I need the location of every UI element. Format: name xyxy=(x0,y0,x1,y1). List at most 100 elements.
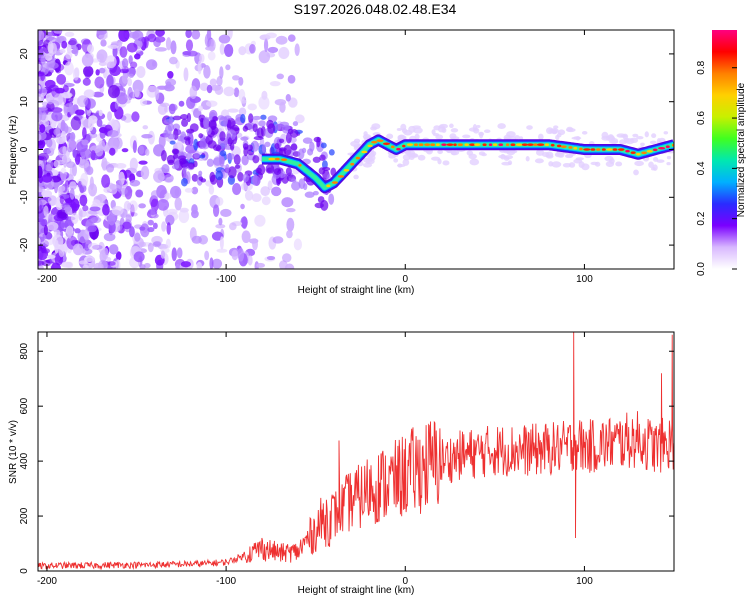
spectrogram-noise-blob xyxy=(212,144,222,152)
spectrogram-noise-blob xyxy=(160,250,166,259)
spectrogram-noise-blob xyxy=(186,112,192,123)
spectrogram-noise-blob xyxy=(82,127,87,139)
spectrogram-peak xyxy=(505,143,510,147)
spectrogram-noise-blob xyxy=(271,186,282,197)
spectrogram-noise-blob xyxy=(129,157,138,171)
spectrogram-peak xyxy=(556,144,562,148)
spectrogram-peak xyxy=(391,145,395,149)
spectrogram-peak xyxy=(630,151,636,154)
spectrogram-noise-blob xyxy=(219,43,225,55)
spectrogram-halo-blob xyxy=(363,131,368,137)
spectrogram-noise-blob xyxy=(69,187,75,200)
spectrogram-noise-blob xyxy=(232,182,242,196)
spectrogram-noise-blob xyxy=(61,40,68,49)
spectrogram-noise-blob xyxy=(62,204,71,210)
spectrogram-noise-blob xyxy=(206,158,214,167)
spectrogram-noise-blob xyxy=(218,116,228,127)
spectrogram-halo-blob xyxy=(437,149,443,155)
spectrogram-noise-blob xyxy=(218,34,231,44)
spectrogram-noise-blob xyxy=(82,77,91,86)
spectrogram-noise-blob xyxy=(106,74,114,88)
spectrogram-noise-blob xyxy=(69,166,74,177)
spectrogram-peak xyxy=(537,143,545,147)
spectrogram-noise-blob xyxy=(147,33,157,43)
spectrogram-noise-blob xyxy=(174,197,182,211)
spectrogram-noise-blob xyxy=(252,238,258,251)
spectrogram-peak xyxy=(453,143,457,147)
spectrogram-noise-blob xyxy=(46,138,53,148)
spectrogram-halo-blob xyxy=(450,128,459,133)
spectrogram-noise-blob xyxy=(78,159,90,169)
spectrogram-noise-blob xyxy=(107,129,119,138)
spectrogram-noise-blob xyxy=(111,41,123,46)
spectrogram-noise-blob xyxy=(227,166,237,179)
spectrogram-noise-blob xyxy=(39,124,46,133)
spectrogram-noise-blob xyxy=(119,68,129,74)
spectrogram-noise-blob xyxy=(169,140,176,145)
spectrogram-noise-blob xyxy=(167,133,176,140)
spectrogram-noise-blob xyxy=(166,208,178,215)
spectrogram-noise-blob xyxy=(154,87,160,101)
spectrogram-halo-blob xyxy=(554,152,564,158)
spectrogram-halo-blob xyxy=(449,133,457,140)
spectrogram-noise-blob xyxy=(272,236,284,244)
spectrogram-noise-blob xyxy=(225,153,235,161)
spectrogram-noise-blob xyxy=(108,244,119,255)
spectrogram-noise-blob xyxy=(275,35,288,45)
spectrogram-noise-blob xyxy=(180,131,187,143)
spectrogram-noise-blob xyxy=(121,58,129,69)
spectrogram-noise-blob xyxy=(50,107,63,113)
spectrogram-peak xyxy=(646,150,653,153)
spectrogram-noise-blob xyxy=(312,190,319,196)
spectrogram-noise-blob xyxy=(103,187,112,194)
spectrogram-noise-blob xyxy=(138,203,146,209)
spectrogram-noise-blob xyxy=(223,86,235,97)
spectrogram-noise-blob xyxy=(79,148,92,159)
spectrogram-peak xyxy=(521,143,528,147)
spectrogram-noise-blob xyxy=(138,145,145,155)
spectrogram-halo-blob xyxy=(450,149,460,156)
spectrogram-peak xyxy=(337,175,345,178)
spectrogram-noise-blob xyxy=(157,198,170,211)
spectrogram-noise-blob xyxy=(163,119,173,125)
snr-series-line xyxy=(38,332,674,571)
spectrogram-noise-blob xyxy=(287,74,296,84)
spectrogram-noise-blob xyxy=(171,148,179,155)
figure-title: S197.2026.048.02.48.E34 xyxy=(294,1,457,17)
spectrogram-noise-blob xyxy=(152,241,161,248)
colorbar-tick-label: 0.2 xyxy=(696,211,707,225)
spectrogram-peak xyxy=(382,142,391,146)
spectrogram-peak xyxy=(367,144,373,148)
spectrogram-peak xyxy=(435,143,440,147)
spectrogram-peak xyxy=(612,148,618,151)
spectrogram-noise-blob xyxy=(254,214,266,227)
spectrogram-noise-blob xyxy=(291,181,301,191)
spectrogram-noise-blob xyxy=(252,115,262,120)
spectrogram-noise-blob xyxy=(44,54,53,61)
spectrogram-noise-blob xyxy=(50,262,62,269)
spectrogram-noise-blob xyxy=(59,49,66,54)
spectrogram-noise-blob xyxy=(47,62,59,69)
spectrogram-noise-blob xyxy=(123,200,131,212)
spectrogram-peak xyxy=(590,148,596,151)
spectrogram-noise-blob xyxy=(64,31,75,37)
spectrogram-noise-blob xyxy=(98,61,107,67)
spectrogram-halo-blob xyxy=(462,134,471,139)
spectrogram-noise-blob xyxy=(206,126,212,135)
spectrogram-noise-blob xyxy=(204,33,212,48)
spectrogram-noise-blob xyxy=(139,223,150,238)
spectrogram-noise-blob xyxy=(206,84,213,94)
spectrogram-noise-blob xyxy=(233,87,240,98)
spectrogram-noise-blob xyxy=(98,109,103,117)
spectrogram-halo-blob xyxy=(663,131,669,135)
spectrogram-halo-blob xyxy=(442,160,450,166)
spectrogram-noise-blob xyxy=(249,44,256,54)
spectrogram-noise-blob xyxy=(215,170,224,181)
spectrogram-peak xyxy=(298,163,302,167)
spectrogram-halo-blob xyxy=(581,131,588,135)
spectrogram-halo-blob xyxy=(439,123,448,129)
spectrogram-noise-blob xyxy=(312,156,321,163)
spectrogram-noise-blob xyxy=(320,200,329,211)
spectrogram-noise-blob xyxy=(180,113,189,120)
spectrogram-peak xyxy=(595,148,601,151)
